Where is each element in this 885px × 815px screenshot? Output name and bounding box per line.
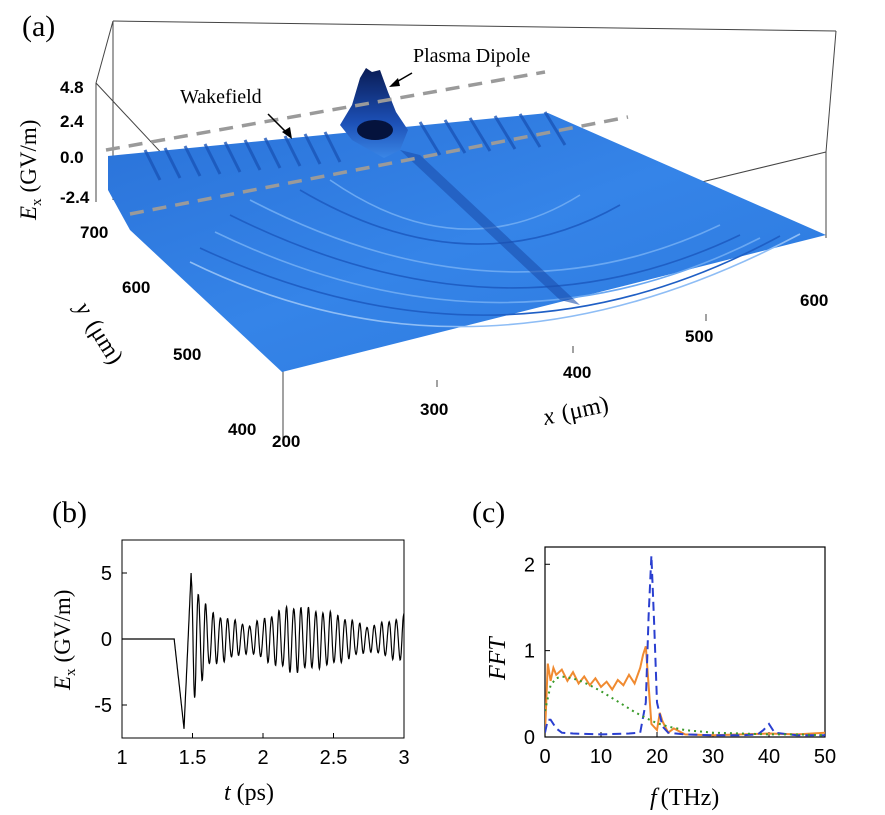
y-axis-label-unit: (μm) bbox=[81, 315, 128, 369]
plot-b-ylabel-sub: x bbox=[63, 668, 79, 676]
x-axis-label-3d: x (μm) bbox=[540, 392, 611, 431]
x-axis-label-main: x bbox=[540, 403, 557, 431]
plot-b-xlabel-unit: (ps) bbox=[237, 780, 274, 806]
c-x-tick-label: 10 bbox=[590, 746, 612, 768]
guide-dashed-lines bbox=[105, 70, 629, 216]
b-x-tick-label: 1 bbox=[116, 747, 127, 769]
c-x-tick-label: 40 bbox=[758, 746, 780, 768]
panel-c-label: (c) bbox=[472, 496, 505, 529]
wakefield-stripes bbox=[143, 111, 567, 181]
z-tick-label: 0.0 bbox=[60, 148, 84, 167]
x-axis-3d: 200 300 400 500 600 bbox=[272, 291, 828, 451]
panel-a: (a) bbox=[16, 10, 837, 451]
plasma-dipole-arrowhead bbox=[389, 78, 400, 87]
plot-c-xlabel-main: f bbox=[650, 785, 660, 811]
y-tick-label: 600 bbox=[122, 278, 150, 297]
series-blue-line bbox=[545, 555, 825, 737]
c-y-tick-label: 0 bbox=[524, 727, 535, 749]
z-axis: 4.8 2.4 0.0 -2.4 bbox=[60, 78, 90, 207]
y-tick-label: 400 bbox=[228, 420, 256, 439]
z-axis-label-unit: (GV/m) bbox=[16, 120, 41, 193]
panel-c: (c) 0 10 20 30 40 50 0 1 2 FFT f (THz) bbox=[472, 496, 836, 811]
x-tick-label: 300 bbox=[420, 400, 448, 419]
z-tick-label: 4.8 bbox=[60, 78, 84, 97]
plot-b-ylabel-unit: (GV/m) bbox=[50, 590, 75, 663]
x-axis-label-unit: (μm) bbox=[559, 392, 611, 427]
y-tick-label: 700 bbox=[80, 223, 108, 242]
wakefield-annotation: Wakefield bbox=[180, 86, 262, 108]
series-green-line bbox=[545, 675, 825, 737]
x-tick-label: 200 bbox=[272, 432, 300, 451]
z-axis-label-sub: x bbox=[29, 198, 45, 206]
z-tick-label: -2.4 bbox=[60, 188, 90, 207]
plasma-dipole-spike bbox=[340, 68, 408, 158]
b-x-tick-label: 2.5 bbox=[320, 747, 348, 769]
y-tick-label: 500 bbox=[173, 345, 201, 364]
b-y-tick-label: 5 bbox=[101, 563, 112, 585]
b-x-tick-label: 1.5 bbox=[179, 747, 207, 769]
series-orange-line bbox=[545, 645, 825, 737]
wave-ripples bbox=[189, 179, 801, 328]
c-x-tick-label: 0 bbox=[539, 746, 550, 768]
c-y-tick-label: 1 bbox=[524, 641, 535, 663]
wakefield-arrowhead bbox=[282, 127, 292, 139]
b-x-tick-label: 3 bbox=[398, 747, 409, 769]
panel-a-label: (a) bbox=[22, 10, 55, 43]
c-y-tick-label: 2 bbox=[524, 554, 535, 576]
x-tick-label: 600 bbox=[800, 291, 828, 310]
plot-c-ticks: 0 10 20 30 40 50 0 1 2 bbox=[524, 554, 836, 768]
b-y-tick-label: 0 bbox=[101, 629, 112, 651]
dipole-dark-core bbox=[357, 120, 393, 140]
y-axis-label-3d: y(μm) bbox=[69, 296, 128, 369]
plot-c-ylabel: FFT bbox=[485, 636, 511, 681]
plot-b-signal-line bbox=[122, 572, 404, 729]
y-axis-label-main: y bbox=[69, 296, 98, 321]
z-axis-label-main: E bbox=[16, 206, 41, 221]
plot-b-xlabel: t (ps) bbox=[224, 780, 274, 806]
c-x-tick-label: 30 bbox=[702, 746, 724, 768]
field-surface bbox=[108, 113, 826, 372]
plasma-dipole-annotation: Plasma Dipole bbox=[413, 45, 530, 67]
plot-c-frame bbox=[544, 546, 826, 738]
b-x-tick-label: 2 bbox=[257, 747, 268, 769]
z-tick-label: 2.4 bbox=[60, 112, 84, 131]
plot-c-xlabel: f (THz) bbox=[650, 785, 719, 811]
c-x-tick-label: 50 bbox=[814, 746, 836, 768]
c-x-tick-label: 20 bbox=[646, 746, 668, 768]
panel-b: (b) 1 1.5 2 2.5 3 5 0 -5 Ex (GV/m) t (ps) bbox=[50, 496, 410, 806]
plot-b-ticks: 1 1.5 2 2.5 3 5 0 -5 bbox=[94, 563, 409, 769]
shock-ridge bbox=[400, 150, 580, 305]
y-axis-3d: 700 600 500 400 bbox=[80, 223, 256, 439]
plot-b-xlabel-main: t bbox=[224, 780, 232, 806]
plot-c-series bbox=[545, 555, 825, 737]
panel-b-label: (b) bbox=[52, 496, 87, 529]
b-y-tick-label: -5 bbox=[94, 695, 112, 717]
z-axis-label: Ex (GV/m) bbox=[16, 120, 45, 221]
plot-c-xlabel-unit: (THz) bbox=[661, 785, 720, 811]
plot-b-ylabel-main: E bbox=[50, 676, 75, 691]
x-tick-label: 400 bbox=[563, 363, 591, 382]
x-tick-label: 500 bbox=[685, 327, 713, 346]
plot-b-ylabel: Ex (GV/m) bbox=[50, 590, 79, 691]
